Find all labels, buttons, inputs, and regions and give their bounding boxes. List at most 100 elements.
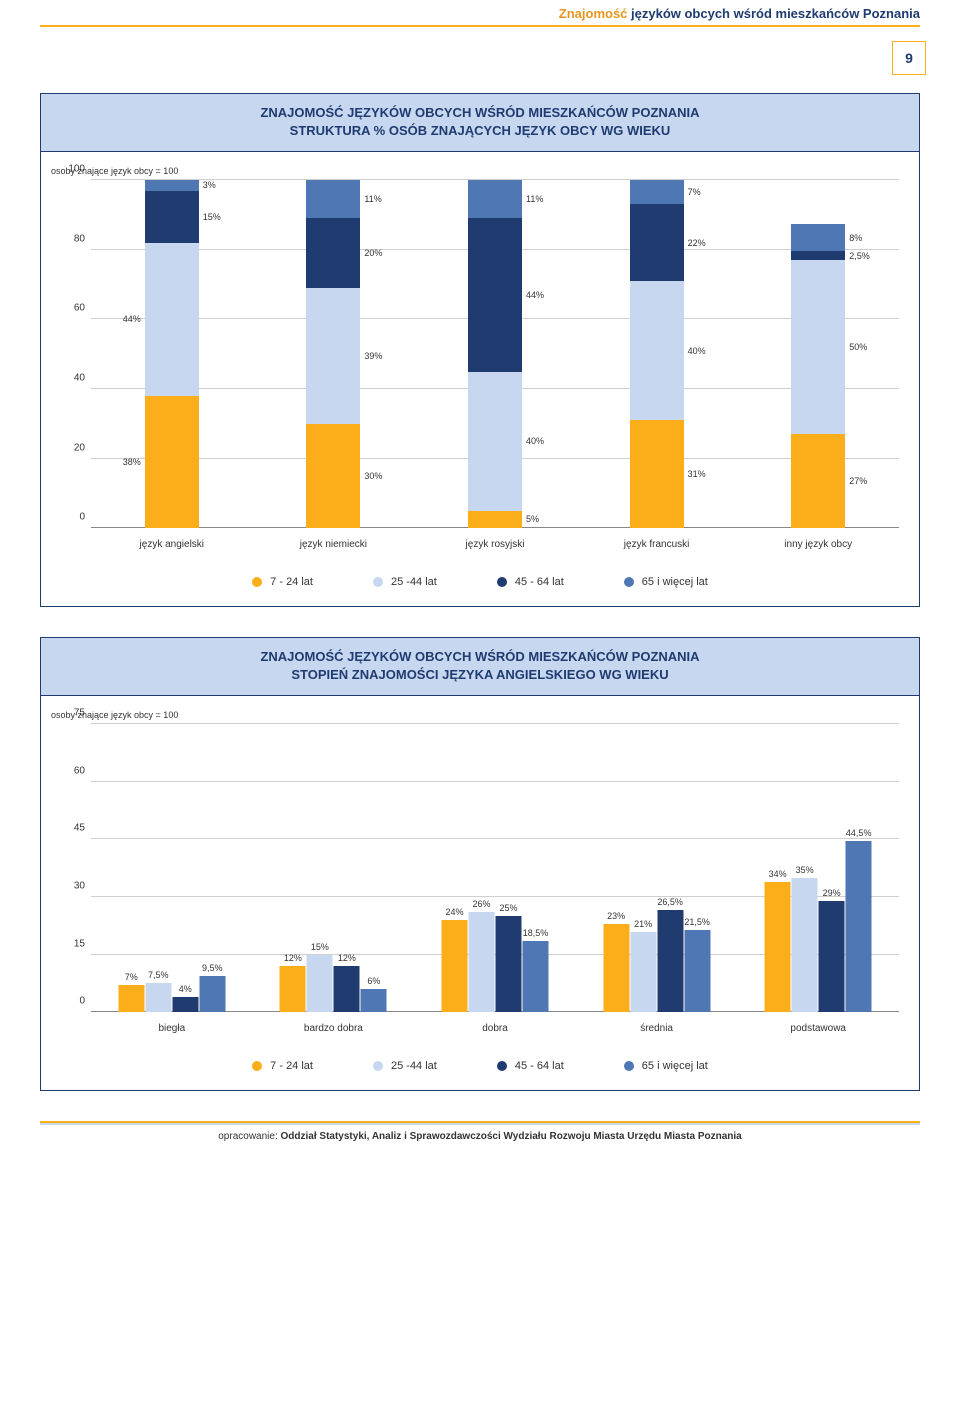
chart1-category: 11%20%39%30%język niemiecki <box>291 160 375 550</box>
chart2-ytick: 0 <box>57 996 85 1007</box>
header-rest: języków obcych wśród mieszkańców Poznani… <box>627 6 920 21</box>
chart2-bar-label: 7% <box>118 972 144 982</box>
legend-dot-icon <box>252 577 262 587</box>
legend-label: 45 - 64 lat <box>515 1060 564 1072</box>
chart1-segment: 15% <box>145 191 199 243</box>
chart1-title-line1: ZNAJOMOŚĆ JĘZYKÓW OBCYCH WŚRÓD MIESZKAŃC… <box>61 104 899 122</box>
chart2-bar-label: 18,5% <box>523 928 549 938</box>
chart1-segment-label: 15% <box>203 212 221 222</box>
chart1-category: 3%15%44%38%język angielski <box>130 160 214 550</box>
chart1-segment: 31% <box>630 420 684 528</box>
legend-item: 7 - 24 lat <box>252 576 313 588</box>
chart2-bar-group: 7%7,5%4%9,5% <box>118 976 225 1012</box>
footer-rule <box>40 1121 920 1125</box>
header-underline <box>40 25 920 27</box>
chart2-container: ZNAJOMOŚĆ JĘZYKÓW OBCYCH WŚRÓD MIESZKAŃC… <box>40 637 920 1091</box>
chart2-bar-label: 24% <box>442 907 468 917</box>
chart2-ytick: 60 <box>57 765 85 776</box>
chart2-category: 24%26%25%18,5%dobra <box>420 704 570 1034</box>
chart2-bar: 21% <box>630 932 656 1013</box>
chart1-segment-label: 39% <box>364 351 382 361</box>
chart2-bar: 44,5% <box>846 841 872 1012</box>
chart2-bar-label: 26% <box>469 899 495 909</box>
chart2-legend: 7 - 24 lat25 -44 lat45 - 64 lat65 i więc… <box>41 1046 919 1090</box>
chart1-ytick: 100 <box>57 164 85 175</box>
chart1-ytick: 40 <box>57 372 85 383</box>
chart2-ytick: 75 <box>57 708 85 719</box>
chart1-segment-label: 44% <box>526 290 544 300</box>
legend-dot-icon <box>252 1061 262 1071</box>
chart1-segment: 40% <box>630 281 684 420</box>
chart1-segment: 7% <box>630 180 684 204</box>
chart2-bar: 23% <box>603 924 629 1012</box>
legend-label: 45 - 64 lat <box>515 576 564 588</box>
chart1-segment-label: 27% <box>849 476 867 486</box>
chart1-legend: 7 - 24 lat 25 -44 lat 45 - 64 lat 65 i więc… <box>41 562 919 606</box>
chart1-segment-label: 7% <box>688 187 701 197</box>
chart2-title-line2: STOPIEŃ ZNAJOMOŚCI JĘZYKA ANGIELSKIEGO W… <box>61 666 899 684</box>
legend-item: 25 -44 lat <box>373 576 437 588</box>
header-prefix: Znajomość <box>559 6 628 21</box>
chart2-bar: 21,5% <box>684 930 710 1013</box>
chart2-bar: 4% <box>172 997 198 1012</box>
chart1-segment-label: 44% <box>123 314 141 324</box>
chart2-category: 34%35%29%44,5%podstawowa <box>743 704 893 1034</box>
chart2-bar-group: 23%21%26,5%21,5% <box>603 910 710 1012</box>
chart2-bar: 7,5% <box>145 983 171 1012</box>
chart1-category-label: język angielski <box>130 539 214 550</box>
chart2-bar-label: 15% <box>307 942 333 952</box>
chart2-bar-label: 21% <box>630 919 656 929</box>
chart1-segment: 11% <box>468 180 522 218</box>
chart2-bar-label: 6% <box>361 976 387 986</box>
chart1-segment-label: 11% <box>526 194 543 204</box>
chart1-segment: 40% <box>468 372 522 511</box>
footer-prefix: opracowanie: <box>218 1131 280 1142</box>
chart2-bar: 18,5% <box>523 941 549 1012</box>
chart2-bar: 35% <box>792 878 818 1012</box>
chart1-segment: 27% <box>791 434 845 528</box>
chart1-segment-label: 5% <box>526 514 539 524</box>
chart2-bar: 26% <box>469 912 495 1012</box>
chart2-category-label: dobra <box>420 1023 570 1034</box>
legend-label: 65 i więcej lat <box>642 576 708 588</box>
legend-dot-icon <box>624 1061 634 1071</box>
chart2-bar-label: 12% <box>334 953 360 963</box>
chart2-bar-group: 12%15%12%6% <box>280 955 387 1013</box>
chart2-category: 12%15%12%6%bardzo dobra <box>258 704 408 1034</box>
chart1-segment-label: 3% <box>203 180 216 190</box>
page-number-box: 9 <box>892 41 926 75</box>
chart2-category-label: podstawowa <box>743 1023 893 1034</box>
chart1-segment-label: 20% <box>364 248 382 258</box>
chart1-segment: 2,5% <box>791 251 845 260</box>
legend-dot-icon <box>497 577 507 587</box>
chart2-bar-label: 21,5% <box>684 917 710 927</box>
chart1-segment-label: 8% <box>849 233 862 243</box>
chart1-category: 7%22%40%31%język francuski <box>615 160 699 550</box>
page-header: Znajomość języków obcych wśród mieszkańc… <box>0 0 960 25</box>
chart2-category: 23%21%26,5%21,5%średnia <box>582 704 732 1034</box>
legend-dot-icon <box>373 1061 383 1071</box>
footer-bold: Oddział Statystyki, Analiz i Sprawozdawc… <box>281 1131 742 1142</box>
legend-item: 65 i więcej lat <box>624 1060 708 1072</box>
chart1-segment: 38% <box>145 396 199 528</box>
chart2-bar: 25% <box>496 916 522 1012</box>
chart2-ytick: 15 <box>57 938 85 949</box>
legend-dot-icon <box>373 577 383 587</box>
chart1-segment: 22% <box>630 204 684 281</box>
chart2-bar: 26,5% <box>657 910 683 1012</box>
chart1-segment: 39% <box>306 288 360 424</box>
chart2-bar-label: 9,5% <box>199 963 225 973</box>
chart1-segment-label: 40% <box>688 346 706 356</box>
chart2-category-label: biegła <box>97 1023 247 1034</box>
chart1-ytick: 0 <box>57 512 85 523</box>
legend-label: 65 i więcej lat <box>642 1060 708 1072</box>
chart1-category: 8%2,5%50%27%inny język obcy <box>776 160 860 550</box>
chart1-bar: 8%2,5%50%27% <box>791 224 845 528</box>
legend-label: 25 -44 lat <box>391 576 437 588</box>
chart2-title-line1: ZNAJOMOŚĆ JĘZYKÓW OBCYCH WŚRÓD MIESZKAŃC… <box>61 648 899 666</box>
chart2-bar: 34% <box>765 882 791 1013</box>
chart2-bar-label: 25% <box>496 903 522 913</box>
chart2-bar-label: 35% <box>792 865 818 875</box>
legend-label: 25 -44 lat <box>391 1060 437 1072</box>
chart1-bar: 11%44%40%5% <box>468 180 522 528</box>
